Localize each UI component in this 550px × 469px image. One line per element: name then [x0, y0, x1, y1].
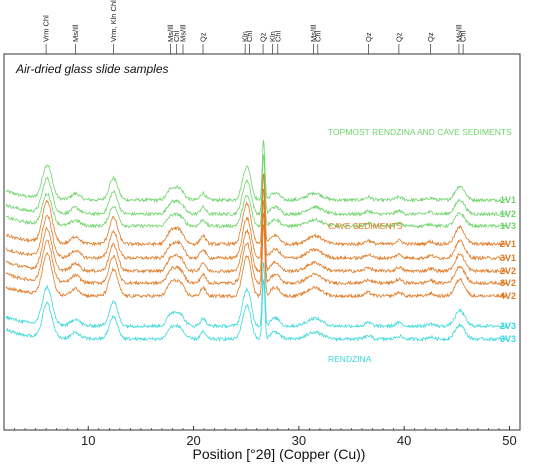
series-label-3V2: 3V2: [500, 278, 516, 288]
series-line-3V2: [5, 212, 508, 286]
mineral-marker-label: Qz: [426, 32, 435, 42]
mineral-marker-label: Kln: [241, 31, 250, 42]
mineral-marker-label: Qz: [364, 32, 373, 42]
series-label-2V1: 2V1: [500, 239, 516, 249]
x-tick-label: 10: [81, 433, 95, 448]
mineral-marker-label: Ms/Ill: [309, 24, 318, 42]
x-axis-title: Position [°2θ] (Copper (Cu)): [193, 446, 366, 462]
mineral-marker-label: Qz: [199, 32, 208, 42]
series-line-1V1: [5, 140, 508, 203]
series-line-3V3: [5, 279, 508, 342]
series-line-2V1: [5, 173, 508, 248]
series-label-2V2: 2V2: [500, 266, 516, 276]
mineral-marker-label: Kln: [268, 31, 277, 42]
series-label-4V2: 4V2: [500, 291, 516, 301]
label-layer: 1V1 1V2 1V3 2V1 3V1 2V2 3V2 4V2 2V3 3V3 TOPMOST RE…: [328, 127, 516, 364]
mineral-marker-label: Chl: [245, 30, 254, 42]
x-tick-label: 30: [292, 433, 306, 448]
mineral-marker-label: Chl: [459, 30, 468, 42]
mineral-marker-label: Vrm Chl: [42, 15, 51, 42]
series-line-3V1: [5, 188, 508, 262]
group-label: CAVE SEDIMENTS: [328, 221, 403, 231]
series-line-2V3: [5, 262, 508, 329]
series-label-1V2: 1V2: [500, 209, 516, 219]
plot-frame: [3, 53, 521, 431]
mineral-marker-label: Ms/Ill: [166, 24, 175, 42]
series-label-2V3: 2V3: [500, 321, 516, 331]
plot-title: Air-dried glass slide samples: [15, 62, 169, 76]
series-line-1V2: [5, 154, 508, 217]
mineral-marker-label: Ms/Ill: [454, 24, 463, 42]
series-layer: [5, 140, 508, 342]
x-axis: 10 20 30 40 50: [14, 426, 517, 448]
mineral-marker-label: Chl: [273, 30, 282, 42]
series-line-2V2: [5, 199, 508, 275]
group-label: RENDZINA: [328, 354, 372, 364]
series-label-1V3: 1V3: [500, 221, 516, 231]
mineral-marker-label: Qz: [259, 32, 268, 42]
x-tick-label: 20: [186, 433, 200, 448]
mineral-marker-label: Ms/Ill: [179, 24, 188, 42]
series-label-3V1: 3V1: [500, 253, 516, 263]
series-line-1V3: [5, 173, 508, 230]
series-label-3V3: 3V3: [500, 334, 516, 344]
series-label-1V1: 1V1: [500, 195, 516, 205]
mineral-marker-label: Ms/Ill: [71, 24, 80, 42]
series-line-4V2: [5, 223, 508, 299]
mineral-marker-label: Chl: [313, 30, 322, 42]
mineral-marker-label: Chl: [172, 30, 181, 42]
group-label: TOPMOST RENDZINA AND CAVE SEDIMENTS: [328, 127, 512, 137]
mineral-marker-layer: Vrm Chl Ms/Ill Vrm, Kln Chl Ms/IllChlMs/Ill…: [42, 0, 468, 54]
mineral-marker-label: Qz: [394, 32, 403, 42]
mineral-marker-label: Vrm, Kln Chl: [109, 0, 118, 42]
x-tick-label: 50: [502, 433, 516, 448]
x-tick-label: 40: [397, 433, 411, 448]
